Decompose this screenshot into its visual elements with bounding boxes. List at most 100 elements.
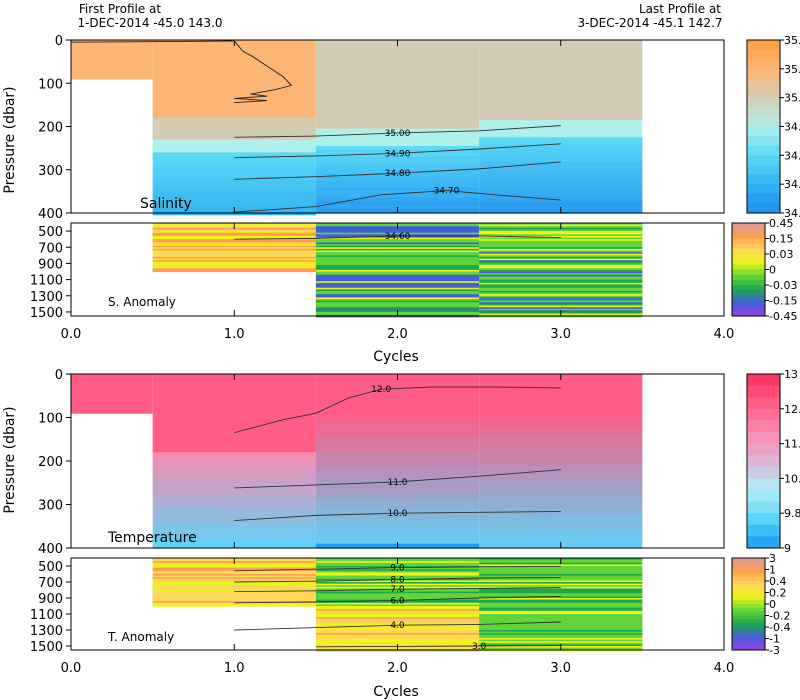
t-anomaly-cell <box>315 594 480 597</box>
salinity-cell <box>479 137 643 142</box>
t-anomaly-colorbar-cell <box>732 569 765 574</box>
temperature-cell <box>152 526 316 532</box>
temperature-colorbar-cell <box>747 420 780 433</box>
temperature-cell <box>315 495 480 501</box>
temperature-contour-label: 10.0 <box>387 509 407 519</box>
s-anomaly-xtick-label: 1.0 <box>224 327 245 342</box>
temperature-cell <box>315 461 480 466</box>
salinity-cell <box>479 182 643 187</box>
salinity-anomaly-cell <box>479 260 643 263</box>
salinity-anomaly-cell <box>479 252 643 255</box>
temperature-colorbar-cell <box>747 513 780 526</box>
salinity-anomaly-cell <box>479 274 643 277</box>
salinity-colorbar-cell <box>747 107 780 118</box>
t-anomaly-cell <box>315 610 480 613</box>
s-anomaly-ytick-label: 900 <box>38 257 63 272</box>
temperature-cell <box>479 517 643 523</box>
salinity-anomaly-cell <box>479 269 643 273</box>
temperature-cell <box>315 508 480 514</box>
temperature-title: Temperature <box>107 530 197 546</box>
t-anomaly-cell <box>152 564 316 567</box>
s-anomaly-colorbar-cell <box>732 310 765 317</box>
temperature-cell <box>479 439 643 445</box>
t-anomaly-colorbar-cell <box>732 619 765 624</box>
temperature-cell <box>71 374 153 414</box>
temperature-cell <box>152 374 316 453</box>
s-anomaly-colorbar-cell <box>732 264 765 270</box>
temperature-contour-label: 11.0 <box>387 478 407 488</box>
salinity-anomaly-cell <box>152 235 316 239</box>
temperature-cell <box>479 443 643 449</box>
salinity-anomaly-cell <box>479 268 643 271</box>
t-anomaly-contour-line <box>315 645 561 648</box>
salinity-colorbar-label: 35.08 <box>784 92 800 105</box>
salinity-anomaly-cell <box>152 231 316 234</box>
t-anomaly-cell <box>479 567 643 570</box>
salinity-contour-line <box>234 125 561 138</box>
t-anomaly-colorbar-cell <box>732 604 765 609</box>
salinity-anomaly-cell <box>479 266 643 269</box>
salinity-anomaly-cell <box>479 231 643 234</box>
t-anomaly-colorbar-label: 0.2 <box>769 587 787 600</box>
temperature-colorbar-cell <box>747 524 780 537</box>
s-anomaly-colorbar-label: 0 <box>769 264 776 277</box>
salinity-anomaly-cell <box>479 263 643 266</box>
t-anomaly-cell <box>479 638 643 641</box>
t-anomaly-cell <box>479 564 643 567</box>
t-anomaly-cell <box>479 617 643 620</box>
temperature-cell <box>315 482 480 488</box>
salinity-contour-line <box>234 143 561 159</box>
salinity-cell <box>479 140 643 145</box>
temperature-ytick-label: 300 <box>38 499 63 514</box>
salinity-anomaly-cell <box>315 261 480 265</box>
t-anomaly-contour-line <box>234 577 561 583</box>
s-anomaly-xtick-label: 4.0 <box>714 327 735 342</box>
t-anomaly-cell <box>479 606 643 609</box>
temperature-cell <box>479 508 643 514</box>
t-anomaly-cell <box>315 618 480 621</box>
t-anomaly-cell <box>152 583 316 586</box>
t-anomaly-cell <box>479 634 643 637</box>
s-anomaly-ytick-label: 1100 <box>30 274 63 289</box>
salinity-ylabel: Pressure (dbar) <box>2 86 18 193</box>
t-anomaly-colorbar-cell <box>732 627 765 632</box>
temperature-cell <box>152 500 316 506</box>
salinity-cell <box>315 180 480 185</box>
salinity-colorbar-cell <box>747 155 780 166</box>
s-anomaly-ytick-label: 1300 <box>30 290 63 305</box>
temperature-cell <box>479 491 643 497</box>
salinity-anomaly-cell <box>152 240 316 244</box>
salinity-colorbar-cell <box>747 49 780 60</box>
salinity-cell <box>479 171 643 176</box>
salinity-anomaly-cell <box>315 239 480 242</box>
t-anomaly-cell <box>315 607 480 610</box>
t-anomaly-cell <box>315 575 480 578</box>
salinity-anomaly-cell <box>479 273 643 276</box>
salinity-cell <box>479 120 643 138</box>
t-anomaly-cell <box>479 583 643 586</box>
t-anomaly-colorbar-cell <box>732 607 765 613</box>
t-anomaly-cell <box>479 614 643 617</box>
salinity-anomaly-cell <box>479 307 643 310</box>
salinity-anomaly-cell <box>152 260 316 263</box>
t-anomaly-cell <box>479 601 643 604</box>
temperature-colorbar-cell <box>747 385 780 398</box>
salinity-cell <box>315 194 480 199</box>
salinity-cell <box>315 184 480 189</box>
salinity-contour-label: 35.00 <box>385 129 411 139</box>
temperature-contour-line <box>234 386 561 434</box>
salinity-anomaly-cell <box>152 244 316 247</box>
s-anomaly-colorbar-cell <box>732 243 765 250</box>
t-anomaly-cell <box>152 567 316 570</box>
t-anomaly-cell <box>479 626 643 629</box>
t-anomaly-cell <box>315 625 480 628</box>
t-anomaly-cell <box>315 585 480 588</box>
temperature-cell <box>479 482 643 488</box>
salinity-colorbar-cell <box>747 68 780 79</box>
temperature-cell <box>315 500 480 506</box>
t-anomaly-colorbar-cell <box>732 646 765 651</box>
s-anomaly-contour-label: 34.60 <box>385 232 411 242</box>
salinity-cell <box>479 144 643 149</box>
temperature-panel: 12.0 11.0 10.0 0 100 200 300 400 13 12.2 11.4 10.6 9… <box>38 368 800 557</box>
temperature-cell <box>315 491 480 497</box>
